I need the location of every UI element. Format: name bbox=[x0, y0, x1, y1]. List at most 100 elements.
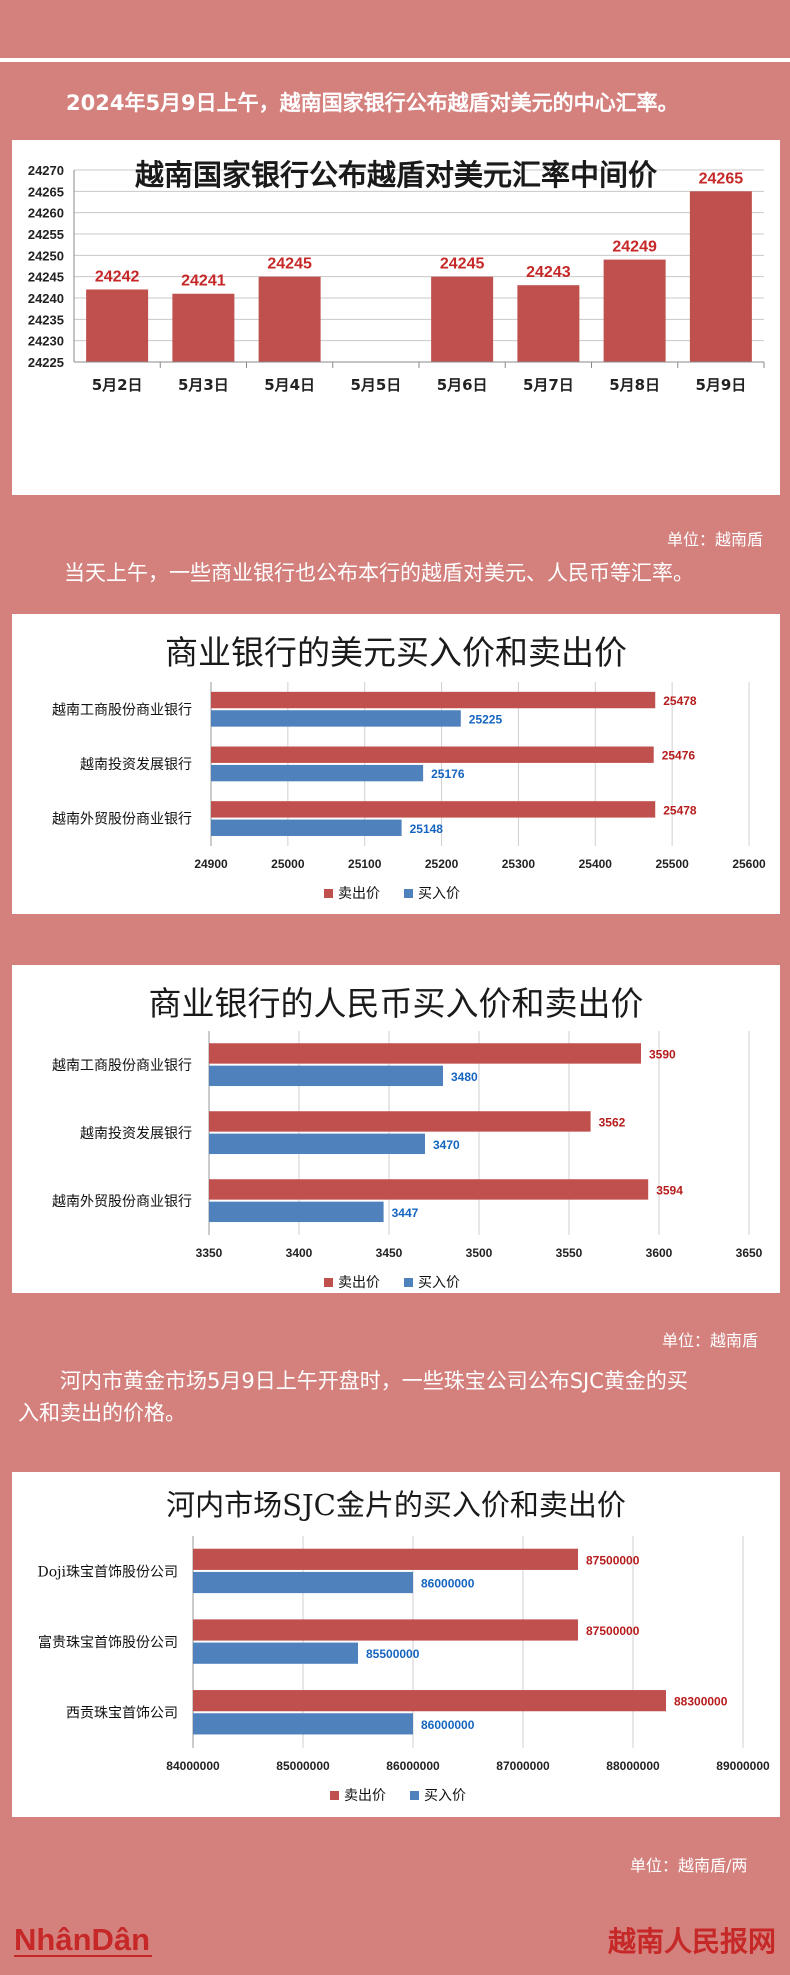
data-label: 25478 bbox=[663, 803, 697, 817]
chart-title: 越南国家银行公布越盾对美元汇率中间价 bbox=[134, 158, 657, 192]
bar bbox=[431, 276, 494, 362]
legend-swatch-buy bbox=[404, 889, 413, 898]
sell-bar bbox=[211, 801, 656, 818]
x-tick-label: 88000000 bbox=[606, 1759, 660, 1773]
sell-bar bbox=[193, 1619, 578, 1641]
x-tick-label: 3600 bbox=[646, 1246, 673, 1260]
sell-bar bbox=[211, 691, 656, 709]
gold-svg: 84000000 85000000 86000000 87000000 88000000… bbox=[38, 1536, 770, 1804]
data-label: 24242 bbox=[95, 268, 140, 285]
data-label: 3562 bbox=[599, 1115, 626, 1129]
bar bbox=[517, 285, 580, 362]
para3-line1: 河内市黄金市场5月9日上午开盘时，一些珠宝公司公布SJC黄金的买 bbox=[60, 1369, 688, 1393]
chart-cny: 商业银行的人民币买入价和卖出价 3350 3400 3450 3500 3550 3600… bbox=[12, 965, 780, 1293]
data-label: 3594 bbox=[656, 1183, 683, 1197]
x-tick-label: 25200 bbox=[425, 857, 459, 871]
category-label: Doji珠宝首饰股份公司 bbox=[38, 1564, 178, 1580]
legend-swatch-buy bbox=[410, 1791, 419, 1800]
legend-label: 卖出价 bbox=[338, 1275, 380, 1291]
bar bbox=[172, 293, 235, 362]
category-label: 西贡珠宝首饰公司 bbox=[66, 1706, 178, 1722]
data-label: 24245 bbox=[440, 256, 485, 273]
category-label: 越南工商股份商业银行 bbox=[52, 1058, 192, 1074]
data-label: 88300000 bbox=[674, 1695, 728, 1709]
data-label: 24243 bbox=[526, 264, 571, 281]
x-tick-label: 25600 bbox=[732, 857, 766, 871]
x-tick-label: 3450 bbox=[376, 1246, 403, 1260]
category-label: 越南外贸股份商业银行 bbox=[52, 812, 192, 828]
para2-text: 当天上午，一些商业银行也公布本行的越盾对美元、人民币等汇率。 bbox=[64, 561, 694, 585]
x-tick-label: 24900 bbox=[194, 857, 228, 871]
category-label: 富贵珠宝首饰股份公司 bbox=[38, 1634, 178, 1651]
legend-swatch-buy bbox=[404, 1278, 413, 1287]
data-label: 25176 bbox=[431, 767, 465, 781]
bar bbox=[258, 276, 321, 362]
buy-bar bbox=[209, 1065, 443, 1087]
x-tick-label: 5月6日 bbox=[437, 376, 488, 394]
intro-text: 2024年5月9日上午，越南国家银行公布越盾对美元的中心汇率。 bbox=[66, 91, 679, 115]
buy-bar bbox=[209, 1133, 425, 1155]
bar bbox=[603, 259, 666, 362]
category-label: 越南投资发展银行 bbox=[80, 757, 192, 773]
x-tick-label: 5月5日 bbox=[350, 376, 401, 394]
cny-svg: 3350 3400 3450 3500 3550 3600 3650 越南工商股份商业银行 35… bbox=[52, 1031, 763, 1291]
x-tick-label: 87000000 bbox=[496, 1759, 550, 1773]
x-tick-label: 5月7日 bbox=[523, 376, 574, 394]
y-tick-label: 24235 bbox=[28, 312, 64, 327]
nhandan-logo: NhânDân bbox=[14, 1922, 152, 1957]
sell-bar bbox=[193, 1548, 578, 1570]
renmin-logo: 越南人民报网 bbox=[607, 1925, 776, 1958]
sell-bar bbox=[211, 746, 654, 763]
y-tick-label: 24255 bbox=[28, 227, 64, 242]
legend-label: 买入价 bbox=[418, 886, 460, 902]
sell-bar bbox=[209, 1179, 649, 1200]
legend-swatch-sell bbox=[324, 889, 333, 898]
data-label: 87500000 bbox=[586, 1553, 640, 1567]
sell-bar bbox=[209, 1043, 641, 1064]
x-tick-label: 5月2日 bbox=[92, 376, 143, 394]
legend-label: 卖出价 bbox=[344, 1788, 386, 1804]
y-tick-label: 24260 bbox=[28, 206, 64, 221]
data-label: 87500000 bbox=[586, 1624, 640, 1638]
chart-central-rate: 越南国家银行公布越盾对美元汇率中间价 24225 24230 24235 24240 2… bbox=[12, 140, 780, 495]
y-tick-label: 24265 bbox=[28, 184, 64, 199]
x-tick-label: 86000000 bbox=[386, 1759, 440, 1773]
data-label: 25476 bbox=[662, 749, 696, 763]
chart-gold: 河内市场SJC金片的买入价和卖出价 84000000 85000000 860000… bbox=[12, 1472, 780, 1817]
para3-line2: 入和卖出的价格。 bbox=[18, 1401, 186, 1425]
category-label: 越南外贸股份商业银行 bbox=[52, 1194, 192, 1210]
legend-swatch-sell bbox=[324, 1278, 333, 1287]
data-label: 24249 bbox=[612, 239, 657, 256]
unit-label-2: 单位：越南盾 bbox=[662, 1331, 759, 1350]
x-tick-label: 5月8日 bbox=[609, 376, 660, 394]
x-tick-label: 5月4日 bbox=[264, 376, 315, 394]
buy-bar bbox=[193, 1571, 413, 1594]
category-label: 越南投资发展银行 bbox=[80, 1126, 192, 1142]
buy-bar bbox=[211, 764, 424, 782]
x-tick-label: 3550 bbox=[556, 1246, 583, 1260]
data-label: 3480 bbox=[451, 1070, 478, 1084]
buy-bar bbox=[211, 710, 461, 727]
unit-label-3: 单位：越南盾/两 bbox=[630, 1856, 748, 1875]
buy-bar bbox=[209, 1201, 384, 1223]
sell-bar bbox=[193, 1690, 666, 1712]
x-tick-label: 25300 bbox=[502, 857, 536, 871]
data-label: 3447 bbox=[392, 1206, 419, 1220]
y-tick-label: 24270 bbox=[28, 163, 64, 178]
x-tick-label: 5月9日 bbox=[695, 376, 746, 394]
usd-svg: 24900 25000 25100 25200 25300 25400 25500 25600… bbox=[52, 682, 766, 902]
x-tick-label: 3650 bbox=[736, 1246, 763, 1260]
data-label: 3590 bbox=[649, 1047, 676, 1061]
bar bbox=[689, 191, 752, 362]
x-tick-label: 5月3日 bbox=[178, 376, 229, 394]
chart-usd: 商业银行的美元买入价和卖出价 24900 25000 25100 25200 25300… bbox=[12, 614, 780, 914]
legend-swatch-sell bbox=[330, 1791, 339, 1800]
buy-bar bbox=[193, 1713, 413, 1735]
legend-label: 卖出价 bbox=[338, 886, 380, 902]
svg-text:NhânDân: NhânDân bbox=[14, 1922, 150, 1957]
x-tick-label: 89000000 bbox=[716, 1759, 770, 1773]
y-tick-label: 24225 bbox=[28, 355, 64, 370]
x-tick-label: 25500 bbox=[655, 857, 689, 871]
x-tick-label: 3500 bbox=[466, 1246, 493, 1260]
y-tick-label: 24240 bbox=[28, 291, 64, 306]
